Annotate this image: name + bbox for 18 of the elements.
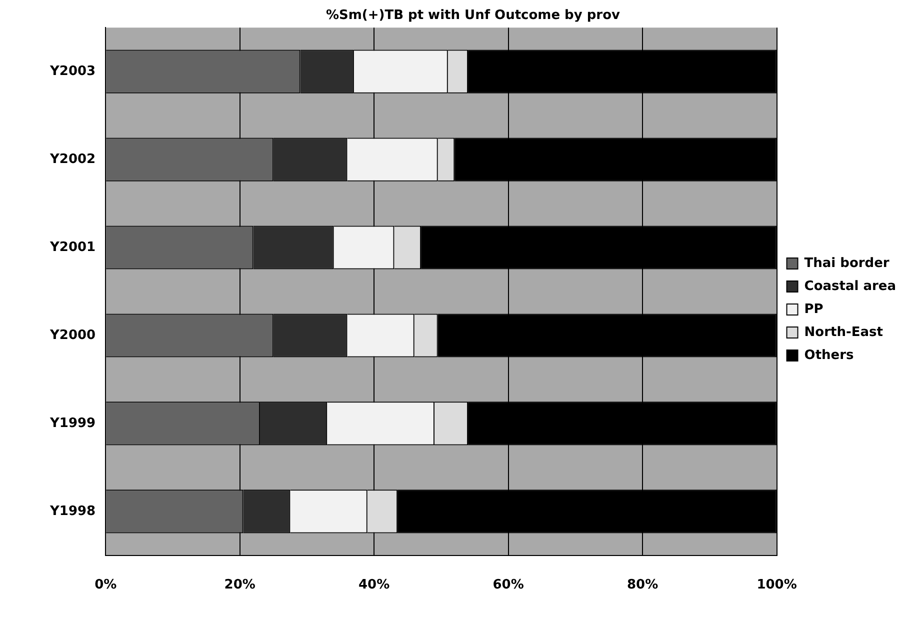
y-tick-label: Y1998 <box>48 504 96 519</box>
legend-label: North-East <box>804 324 883 340</box>
legend-label: Thai border <box>804 256 890 271</box>
x-tick-label: 20% <box>224 578 256 593</box>
y-tick-label: Y2003 <box>48 64 96 79</box>
y-tick-label: Y2002 <box>48 152 96 167</box>
x-tick-label: 60% <box>492 578 524 593</box>
y-tick-label: Y2001 <box>48 240 96 255</box>
x-tick-label: 0% <box>94 578 117 593</box>
x-tick-label: 80% <box>626 578 658 593</box>
legend-label: PP <box>804 302 824 317</box>
x-tick-label: 100% <box>756 578 797 593</box>
legend-label: Coastal area <box>804 278 896 294</box>
x-tick-label: 40% <box>358 578 390 593</box>
legend-label: Others <box>804 348 854 363</box>
chart-title: %Sm(+)TB pt with Unf Outcome by prov <box>326 8 621 24</box>
y-tick-label: Y2000 <box>48 328 96 343</box>
y-tick-label: Y1999 <box>48 416 96 431</box>
